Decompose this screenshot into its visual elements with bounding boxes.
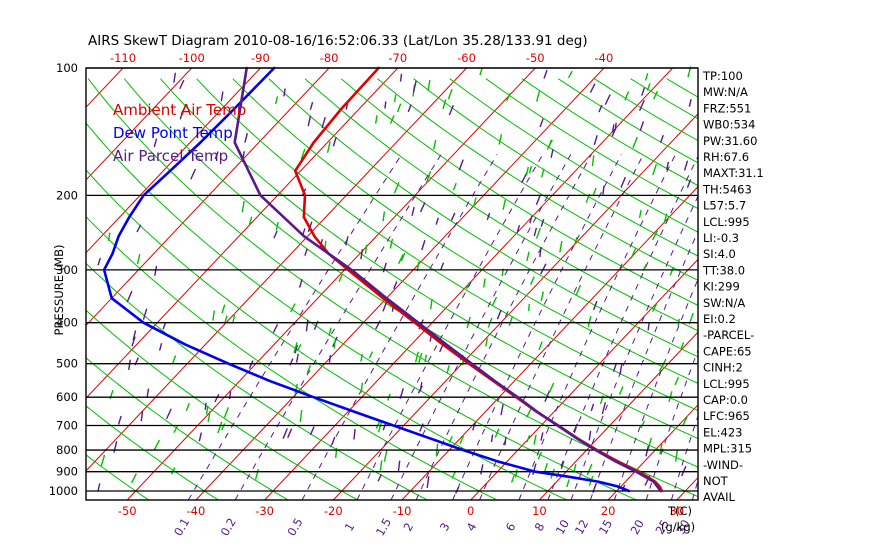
pressure-tick: 200 <box>56 188 78 202</box>
mixing-ratio-tick: 10 <box>553 517 572 537</box>
curve-parcel-temp <box>233 66 662 493</box>
mixing-ratio-axis-label: (g/kg) <box>661 520 695 534</box>
temperature-axis-label: T(C) <box>667 504 692 518</box>
legend-item-ambient: Ambient Air Temp <box>113 101 246 119</box>
stat-line: PW:31.60 <box>703 134 757 148</box>
stat-line: LI:-0.3 <box>703 231 739 245</box>
stat-line: TT:38.0 <box>702 263 745 277</box>
top-temp-tick: -50 <box>526 51 545 65</box>
stat-line: WB0:534 <box>703 118 755 132</box>
stat-line: LFC:965 <box>703 409 750 423</box>
bottom-temp-tick: -50 <box>118 504 137 518</box>
stat-line: -WIND- <box>703 458 743 472</box>
bottom-temp-tick: 10 <box>532 504 547 518</box>
top-temp-tick: -100 <box>179 51 205 65</box>
stat-line: LCL:995 <box>703 377 750 391</box>
legend-item-parcel: Air Parcel Temp <box>113 147 228 165</box>
pressure-tick: 800 <box>56 443 78 457</box>
plot-frame <box>85 67 699 501</box>
pressure-tick: 500 <box>56 357 78 371</box>
curve-dew-point <box>102 66 631 493</box>
stat-line: FRZ:551 <box>703 101 751 115</box>
mixing-ratio-tick: 15 <box>596 517 615 537</box>
top-temperature-axis: -110 -100 -90 -80 -70 -60 -50 -40 <box>110 51 613 65</box>
pressure-tick: 1000 <box>49 484 78 498</box>
stat-line: EL:423 <box>703 425 743 439</box>
stat-line: EI:0.2 <box>703 312 736 326</box>
bottom-temp-tick: -40 <box>187 504 206 518</box>
stat-line: TH:5463 <box>702 182 752 196</box>
top-temp-tick: -60 <box>457 51 476 65</box>
mixing-ratio-tick: 25 <box>652 517 671 537</box>
stat-line: CINH:2 <box>703 361 743 375</box>
bottom-temp-tick: 0 <box>467 504 474 518</box>
mixing-ratio-tick: 30 <box>673 517 692 537</box>
bottom-temp-tick: -20 <box>324 504 343 518</box>
stat-line: RH:67.6 <box>703 150 749 164</box>
legend: Ambient Air Temp Dew Point Temp Air Parcel… <box>113 101 246 165</box>
stat-line: SI:4.0 <box>703 247 736 261</box>
top-temp-tick: -110 <box>110 51 136 65</box>
top-temp-tick: -80 <box>320 51 339 65</box>
pressure-tick: 700 <box>56 419 78 433</box>
stat-line: SW:N/A <box>703 296 745 310</box>
top-temp-tick: -40 <box>595 51 614 65</box>
bottom-temp-tick: 30 <box>669 504 684 518</box>
legend-item-dewpoint: Dew Point Temp <box>113 124 233 142</box>
sounding-statistics-panel: TP:100 MW:N/A FRZ:551 WB0:534 PW:31.60 RH:67.… <box>702 69 764 504</box>
pressure-axis: 100 200 300 400 500 600 700 800 900 1000 <box>49 61 78 498</box>
bottom-temp-tick: -10 <box>393 504 412 518</box>
pressure-tick: 400 <box>56 316 78 330</box>
stat-line: CAPE:65 <box>703 344 752 358</box>
stat-line: MAXT:31.1 <box>703 166 764 180</box>
page-title: AIRS SkewT Diagram 2010-08-16/16:52:06.3… <box>88 33 588 49</box>
stat-line: MPL:315 <box>703 442 752 456</box>
pressure-axis-label: PRESSURE (MB) <box>52 245 66 336</box>
pressure-tick: 900 <box>56 465 78 479</box>
bottom-temp-tick: 20 <box>601 504 616 518</box>
stat-line: LCL:995 <box>703 215 750 229</box>
pressure-tick: 600 <box>56 390 78 404</box>
stat-line: MW:N/A <box>703 85 748 99</box>
top-temp-tick: -90 <box>251 51 270 65</box>
stat-line: NOT <box>703 474 729 488</box>
sounding-curves <box>102 66 664 493</box>
stat-line: AVAIL <box>703 490 736 504</box>
stat-line: TP:100 <box>702 69 743 83</box>
bottom-temp-tick: -30 <box>255 504 274 518</box>
stat-line: -PARCEL- <box>703 328 754 342</box>
mixing-ratio-tick: 20 <box>627 517 646 537</box>
top-temp-tick: -70 <box>388 51 407 65</box>
pressure-tick: 100 <box>56 61 78 75</box>
mixing-ratio-tick: 12 <box>572 517 591 537</box>
bottom-temperature-axis: -50 -40 -30 -20 -10 0 10 20 30 <box>118 504 684 518</box>
pressure-tick: 300 <box>56 263 78 277</box>
stat-line: CAP:0.0 <box>703 393 748 407</box>
stat-line: L57:5.7 <box>703 199 746 213</box>
stat-line: KI:299 <box>703 280 740 294</box>
